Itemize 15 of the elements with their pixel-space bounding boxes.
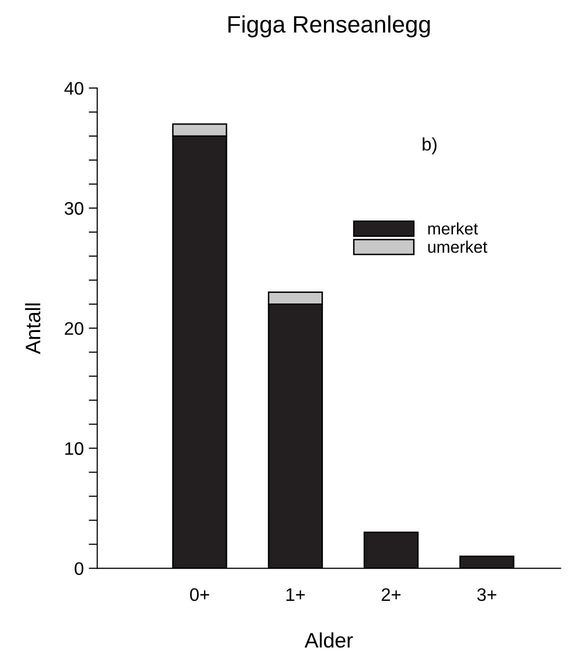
chart-title: Figga Renseanlegg bbox=[228, 15, 430, 38]
y-axis-title: Antall bbox=[25, 304, 40, 354]
x-axis-title: Alder bbox=[304, 632, 353, 648]
x-tick-label: 3+ bbox=[477, 588, 496, 602]
y-tick-label: 20 bbox=[64, 322, 84, 335]
y-tick-label: 30 bbox=[64, 202, 84, 215]
annotation: b) bbox=[422, 137, 436, 154]
legend-label: umerket bbox=[428, 240, 488, 253]
legend-label: merket bbox=[428, 222, 478, 235]
y-tick-label: 0 bbox=[74, 562, 84, 576]
x-tick-label: 1+ bbox=[286, 588, 305, 601]
y-tick-label: 40 bbox=[64, 82, 84, 95]
x-tick-label: 2+ bbox=[382, 588, 401, 601]
x-tick-label: 0+ bbox=[190, 588, 210, 602]
y-tick-label: 10 bbox=[65, 442, 84, 455]
